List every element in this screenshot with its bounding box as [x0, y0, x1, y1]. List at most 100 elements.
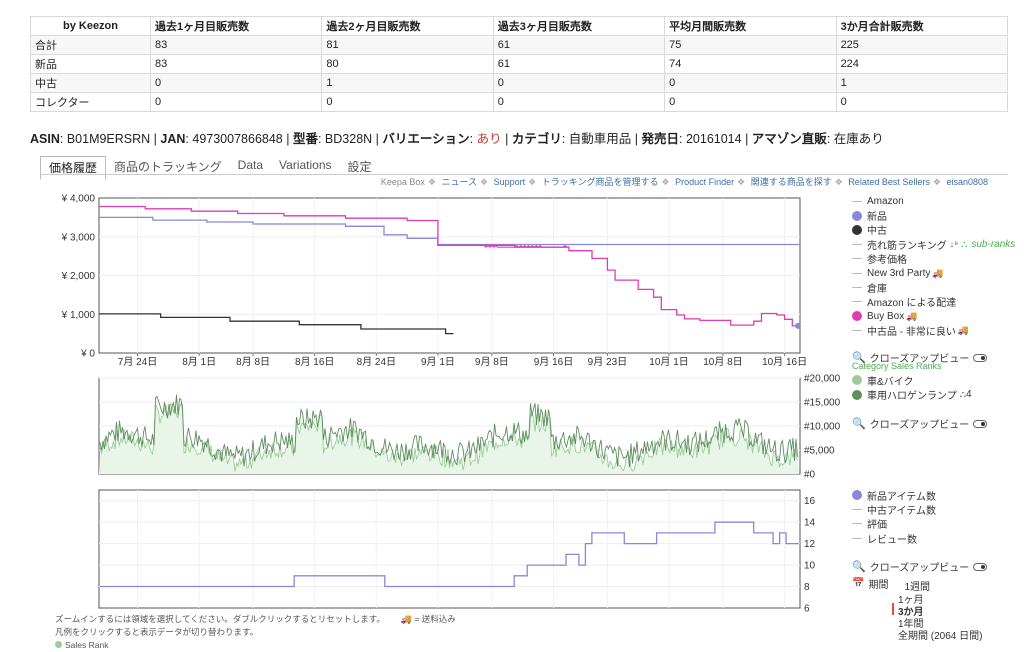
separator-icon: ❖ — [480, 177, 489, 187]
legend-item-used-very-good[interactable]: — 中古品 - 非常に良い 🚚 — [852, 324, 1015, 338]
legend-item-list-price[interactable]: — 参考価格 — [852, 252, 1015, 266]
table-header-cell: 過去1ヶ月目販売数 — [149, 16, 323, 36]
tab-tracking[interactable]: 商品のトラッキング — [114, 160, 222, 174]
rank-chart[interactable]: #0 #5,000 #10,000 #15,000 #20,000 — [98, 374, 841, 481]
product-info-line: ASIN: B01M9ERSRN | JAN: 4973007866848 | … — [30, 132, 884, 146]
legend-label: Buy Box — [867, 310, 905, 322]
tab-price-history[interactable]: 価格履歴 — [40, 156, 107, 180]
toggle-icon[interactable] — [973, 353, 988, 362]
related-products-link[interactable]: 関連する商品を探す — [750, 177, 832, 187]
period-label: 期間 — [868, 580, 889, 591]
news-link[interactable]: ニュース — [441, 177, 478, 187]
legend-item-buy-box[interactable]: Buy Box 🚚 — [852, 309, 1015, 323]
category-value: 自動車用品 — [568, 132, 632, 146]
period-option-1year[interactable]: 1年間 — [898, 619, 924, 630]
price-chart[interactable]: ¥ 0 ¥ 1,000 ¥ 2,000 ¥ 3,000 ¥ 4,000 7月 24日 8月… — [61, 194, 807, 369]
truck-icon: 🚚 — [932, 267, 944, 278]
legend-item-new-count[interactable]: 新品アイテム数 — [852, 488, 936, 503]
period-option-3months[interactable]: 3か月 — [892, 603, 982, 618]
count-chart-frame — [98, 489, 801, 609]
x-tick-label: 7月 24日 — [118, 356, 157, 368]
count-y-axis: 6 8 10 12 14 16 — [804, 496, 816, 614]
legend-item-rating[interactable]: — 評価 — [852, 517, 936, 531]
period-option-all[interactable]: 全期間 (2064 日間) — [898, 631, 983, 642]
keepa-box-link[interactable]: Keepa Box — [380, 177, 425, 187]
release-value: 20161014 — [685, 132, 742, 146]
user-account-link[interactable]: eisan0808 — [946, 177, 988, 187]
legend-label: 評価 — [867, 520, 887, 532]
rank-series — [99, 394, 799, 474]
sales-rank-legend[interactable]: Sales Rank — [55, 639, 456, 652]
closeup-toggle-price[interactable]: 🔍 クローズアップビュー — [852, 350, 988, 365]
count-chart[interactable]: 6 8 10 12 14 16 — [98, 489, 816, 615]
separator-icon: ❖ — [737, 177, 746, 187]
legend-item-used[interactable]: 中古 — [852, 223, 1015, 237]
x-tick-label: 9月 16日 — [534, 356, 573, 368]
related-best-sellers-link[interactable]: Related Best Sellers — [848, 177, 930, 187]
legend-item-fba[interactable]: — Amazon による配達 — [852, 295, 1015, 309]
closeup-toggle-rank[interactable]: 🔍 クローズアップビュー — [852, 416, 988, 431]
legend-item-amazon[interactable]: — Amazon — [852, 194, 1015, 208]
closeup-label: クローズアップビュー — [869, 354, 970, 365]
sort-icon[interactable]: ↓⁹ — [949, 239, 959, 250]
product-finder-link[interactable]: Product Finder — [675, 177, 735, 187]
y-tick-label: #5,000 — [804, 446, 835, 457]
legend-item-new-3rd-party[interactable]: — New 3rd Party 🚚 — [852, 266, 1015, 280]
rank-legend: Category Sales Ranks 車&バイク 車用ハロゲンランプ ⛬ 4 — [852, 361, 972, 402]
sales-summary-table: by Keezon 過去1ヶ月目販売数 過去2ヶ月目販売数 過去3ヶ月目販売数 … — [30, 16, 1009, 112]
y-tick-label: #10,000 — [804, 422, 841, 433]
y-tick-label: 16 — [804, 496, 816, 507]
sub-ranks-link[interactable]: sub-ranks — [971, 238, 1016, 250]
variation-label: バリエーション — [382, 132, 470, 146]
legend-item-car-bike[interactable]: 車&バイク — [852, 373, 972, 388]
legend-item-used-count[interactable]: — 中古アイテム数 — [852, 502, 936, 517]
y-tick-label: ¥ 4,000 — [61, 194, 96, 205]
tab-settings[interactable]: 設定 — [347, 160, 372, 174]
rank-grid — [99, 377, 800, 451]
table-row: 新品 83 80 61 74 224 — [30, 54, 1009, 74]
closeup-toggle-count[interactable]: 🔍 クローズアップビュー — [852, 559, 988, 574]
series-end-dot — [795, 322, 801, 329]
period-selector: 📅 期間 1週間 1ヶ月 3か月 1年間 全期間 (2064 日間) — [852, 576, 983, 642]
legend-label: Amazon による配達 — [867, 298, 957, 310]
y-tick-label: ¥ 3,000 — [61, 232, 96, 243]
legend-item-sales-rank[interactable]: — 売れ筋ランキング ↓⁹ ⛬ sub-ranks — [852, 237, 1016, 252]
x-tick-label: 8月 24日 — [357, 356, 396, 368]
tab-divider — [40, 174, 1008, 175]
y-tick-label: 14 — [804, 518, 816, 529]
period-option-1month[interactable]: 1ヶ月 — [898, 595, 924, 606]
amazon-label: アマゾン直販 — [751, 132, 827, 146]
tab-variations[interactable]: Variations — [279, 158, 332, 172]
table-row: 中古 0 1 0 0 1 — [30, 73, 1009, 93]
toggle-icon[interactable] — [973, 562, 988, 571]
table-cell: 0 — [492, 73, 666, 93]
price-x-axis: 7月 24日 8月 1日 8月 8日 8月 16日 8月 24日 9月 1日 9月 8日 9月… — [118, 353, 807, 368]
separator-icon: ❖ — [932, 177, 941, 187]
variation-value[interactable]: あり — [476, 132, 502, 146]
legend-item-new[interactable]: 新品 — [852, 208, 1015, 223]
dash-icon: — — [852, 282, 862, 294]
legend-item-warehouse[interactable]: — 倉庫 — [852, 280, 1015, 295]
support-link[interactable]: Support — [493, 177, 526, 187]
toggle-icon[interactable] — [973, 419, 988, 428]
table-cell: 合計 — [30, 35, 151, 55]
count-line-new — [100, 521, 799, 588]
tab-data[interactable]: Data — [237, 158, 264, 172]
manage-tracking-link[interactable]: トラッキング商品を管理する — [541, 177, 659, 187]
dash-icon: — — [852, 325, 862, 337]
dash-icon: — — [852, 267, 862, 279]
separator-icon: ❖ — [427, 177, 436, 187]
legend-item-review-count[interactable]: — レビュー数 — [852, 531, 936, 546]
period-option-1week[interactable]: 1週間 — [904, 581, 931, 593]
series-line-2 — [99, 313, 454, 335]
dot-icon — [852, 490, 862, 501]
legend-item-halogen[interactable]: 車用ハロゲンランプ ⛬ 4 — [852, 387, 972, 402]
legend-label: New 3rd Party — [867, 267, 931, 279]
table-cell: 1 — [321, 73, 494, 93]
y-tick-label: #20,000 — [804, 374, 841, 385]
table-row: コレクター 0 0 0 0 0 — [30, 92, 1009, 112]
x-tick-label: 8月 1日 — [182, 356, 216, 368]
y-tick-label: 10 — [804, 561, 816, 572]
legend-label: 売れ筋ランキング — [867, 240, 947, 252]
